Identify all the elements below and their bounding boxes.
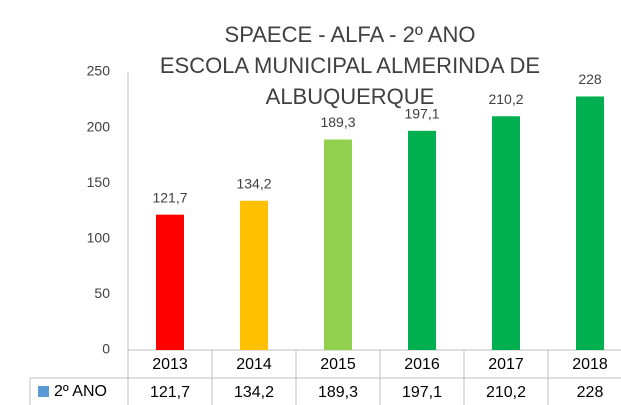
bar bbox=[324, 139, 352, 350]
y-tick-label: 0 bbox=[102, 341, 110, 357]
table-value: 197,1 bbox=[402, 384, 442, 401]
x-tick-label: 2013 bbox=[152, 356, 188, 373]
chart-title: SPAECE - ALFA - 2º ANO bbox=[225, 22, 476, 47]
table-value: 210,2 bbox=[486, 384, 526, 401]
table-value: 121,7 bbox=[150, 384, 190, 401]
bar bbox=[576, 96, 604, 351]
data-label: 121,7 bbox=[152, 189, 187, 205]
bar bbox=[156, 214, 184, 350]
bar bbox=[492, 116, 520, 350]
data-label: 210,2 bbox=[488, 91, 523, 107]
bar bbox=[240, 200, 268, 350]
data-label: 228 bbox=[578, 71, 602, 87]
data-label: 134,2 bbox=[236, 175, 271, 191]
table-value: 189,3 bbox=[318, 384, 358, 401]
x-tick-label: 2017 bbox=[488, 356, 524, 373]
data-label: 189,3 bbox=[320, 114, 355, 130]
table-value: 134,2 bbox=[234, 384, 274, 401]
legend-label: 2º ANO bbox=[54, 383, 107, 400]
x-tick-label: 2016 bbox=[404, 356, 440, 373]
y-tick-label: 50 bbox=[94, 285, 110, 301]
y-tick-label: 250 bbox=[87, 63, 111, 79]
chart-title: ESCOLA MUNICIPAL ALMERINDA DE bbox=[160, 53, 540, 78]
y-tick-label: 150 bbox=[87, 174, 111, 190]
x-tick-label: 2018 bbox=[572, 356, 608, 373]
chart-title: ALBUQUERQUE bbox=[266, 84, 435, 109]
table-value: 228 bbox=[577, 384, 604, 401]
legend-key bbox=[38, 386, 49, 397]
x-tick-label: 2014 bbox=[236, 356, 272, 373]
y-tick-label: 200 bbox=[87, 118, 111, 134]
x-tick-label: 2015 bbox=[320, 356, 356, 373]
data-label: 197,1 bbox=[404, 106, 439, 122]
bar bbox=[408, 130, 436, 350]
y-tick-label: 100 bbox=[87, 230, 111, 246]
